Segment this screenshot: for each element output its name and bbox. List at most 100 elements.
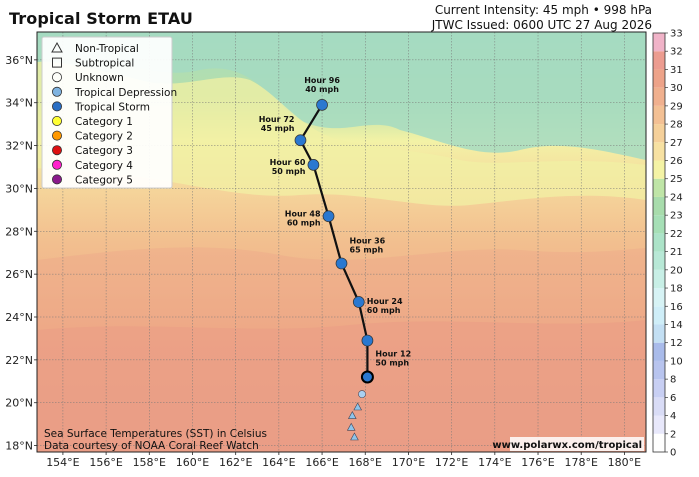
colorbar-tick-label: 0 (670, 448, 676, 459)
forecast-position-marker (316, 99, 328, 111)
lat-tick-label: 32°N (5, 140, 33, 153)
map-title: Tropical Storm ETAU (9, 9, 193, 28)
colorbar-tick-label: 29 (670, 101, 683, 112)
lat-tick-label: 26°N (5, 268, 33, 281)
lat-tick-label: 30°N (5, 182, 33, 195)
colorbar-segment (653, 233, 665, 252)
lon-tick-label: 154°E (46, 456, 79, 469)
forecast-position-marker (352, 296, 365, 308)
forecast-wind-label: 65 mph (350, 245, 384, 254)
lon-tick-label: 168°E (349, 456, 382, 469)
colorbar-segment (653, 360, 665, 380)
website-box: www.polarwx.com/tropical (492, 437, 644, 451)
colorbar-segment (653, 33, 665, 52)
colorbar-tick-label: 21 (670, 247, 683, 258)
forecast-hour-label: Hour 72 (259, 115, 295, 124)
colorbar-tick-label: 33 (670, 29, 683, 40)
current-position-marker (360, 370, 374, 384)
forecast-hour-label: Hour 12 (375, 350, 411, 359)
legend-category-5-marker (52, 174, 63, 185)
colorbar-tick-label: 24 (670, 192, 683, 203)
colorbar-tick-label: 23 (670, 211, 683, 222)
colorbar-segment (653, 306, 665, 325)
lat-tick-label: 24°N (5, 311, 33, 324)
lon-tick-label: 160°E (176, 456, 209, 469)
colorbar-segment (653, 87, 665, 106)
colorbar-segment (653, 251, 665, 270)
colorbar-segment (653, 124, 665, 143)
legend: Non-Tropical Subtropical Unknown Tropical D… (41, 36, 177, 189)
colorbar-tick-label: 30 (670, 83, 683, 94)
colorbar-tick-label: 18 (670, 284, 683, 295)
legend-category-3-marker (52, 145, 63, 156)
past-position-triangle (350, 432, 359, 441)
forecast-hour-label: Hour 96 (304, 76, 340, 85)
legend-non-tropical-label: Non-Tropical (75, 43, 139, 55)
storm-info: Current Intensity: 45 mph • 998 hPa JTWC… (432, 3, 652, 33)
forecast-hour-label: Hour 48 (285, 209, 321, 218)
colorbar-segment (653, 342, 665, 361)
sst-colorbar: 0246810121416182021222324252627282930313… (652, 29, 683, 459)
legend-tropical-depression-marker (52, 86, 63, 97)
colorbar-segment (653, 69, 665, 88)
colorbar-frame (652, 32, 666, 453)
lat-tick-label: 28°N (5, 225, 33, 238)
current-intensity: Current Intensity: 45 mph • 998 hPa (434, 3, 652, 17)
forecast-position-marker (335, 257, 348, 270)
colorbar-segment (653, 433, 665, 452)
lat-tick-label: 34°N (5, 97, 33, 110)
lon-tick-label: 164°E (262, 456, 295, 469)
longitude-tick-labels: 154°E 156°E 158°E 160°E 162°E 164°E 166°E 168°E… (46, 452, 641, 469)
colorbar-segment (653, 51, 665, 70)
forecast-wind-label: 60 mph (287, 218, 321, 227)
colorbar-tick-label: 16 (670, 302, 683, 313)
lon-tick-label: 180°E (608, 456, 641, 469)
legend-category-2-label: Category 2 (75, 131, 133, 143)
colorbar-segment (653, 288, 665, 307)
colorbar-tick-label: 25 (670, 174, 683, 185)
legend-unknown-label: Unknown (75, 72, 124, 84)
plot-frame (36, 31, 647, 453)
colorbar-segment (653, 269, 665, 289)
colorbar-tick-label: 14 (670, 320, 683, 331)
lon-tick-label: 166°E (305, 456, 338, 469)
lon-tick-label: 178°E (564, 456, 597, 469)
colorbar-tick-label: 10 (670, 356, 683, 367)
colorbar-segment (653, 105, 665, 125)
colorbar-segment (653, 215, 665, 234)
colorbar-segment (653, 397, 665, 416)
forecast-hour-label: Hour 24 (367, 297, 403, 306)
forecast-wind-label: 50 mph (375, 359, 409, 368)
colorbar-segment (653, 415, 665, 434)
colorbar-segment (653, 142, 665, 161)
colorbar-tick-label: 8 (670, 375, 676, 386)
colorbar-tick-label: 28 (670, 120, 683, 131)
forecast-position-marker (307, 159, 320, 171)
legend-subtropical-marker (52, 57, 62, 68)
colorbar-tick-label: 27 (670, 138, 683, 149)
colorbar-tick-label: 32 (670, 47, 683, 58)
legend-category-4-marker (52, 159, 63, 170)
forecast-position-marker (322, 210, 335, 223)
colorbar-segment (653, 324, 665, 343)
legend-tropical-depression-label: Tropical Depression (74, 87, 177, 99)
legend-category-1-label: Category 1 (75, 116, 133, 128)
colorbar-tick-label: 2 (670, 429, 676, 440)
lat-tick-label: 20°N (5, 397, 33, 410)
past-position-circle (358, 390, 366, 399)
colorbar-segment (653, 178, 665, 197)
colorbar-tick-label: 12 (670, 338, 683, 349)
website-url: www.polarwx.com/tropical (492, 440, 642, 451)
colorbar-tick-label: 6 (670, 393, 676, 404)
colorbar-tick-label: 26 (670, 156, 683, 167)
credit-line-1: Sea Surface Temperatures (SST) in Celsiu… (44, 428, 267, 440)
forecast-wind-label: 50 mph (272, 167, 306, 176)
legend-tropical-storm-marker (52, 101, 63, 112)
lat-tick-label: 36°N (5, 54, 33, 67)
legend-subtropical-label: Subtropical (75, 58, 134, 70)
credit-line-2: Data courtesy of NOAA Coral Reef Watch (44, 440, 259, 452)
colorbar-tick-label: 31 (670, 65, 683, 76)
legend-category-1-marker (52, 116, 63, 127)
legend-unknown-marker (52, 72, 63, 83)
